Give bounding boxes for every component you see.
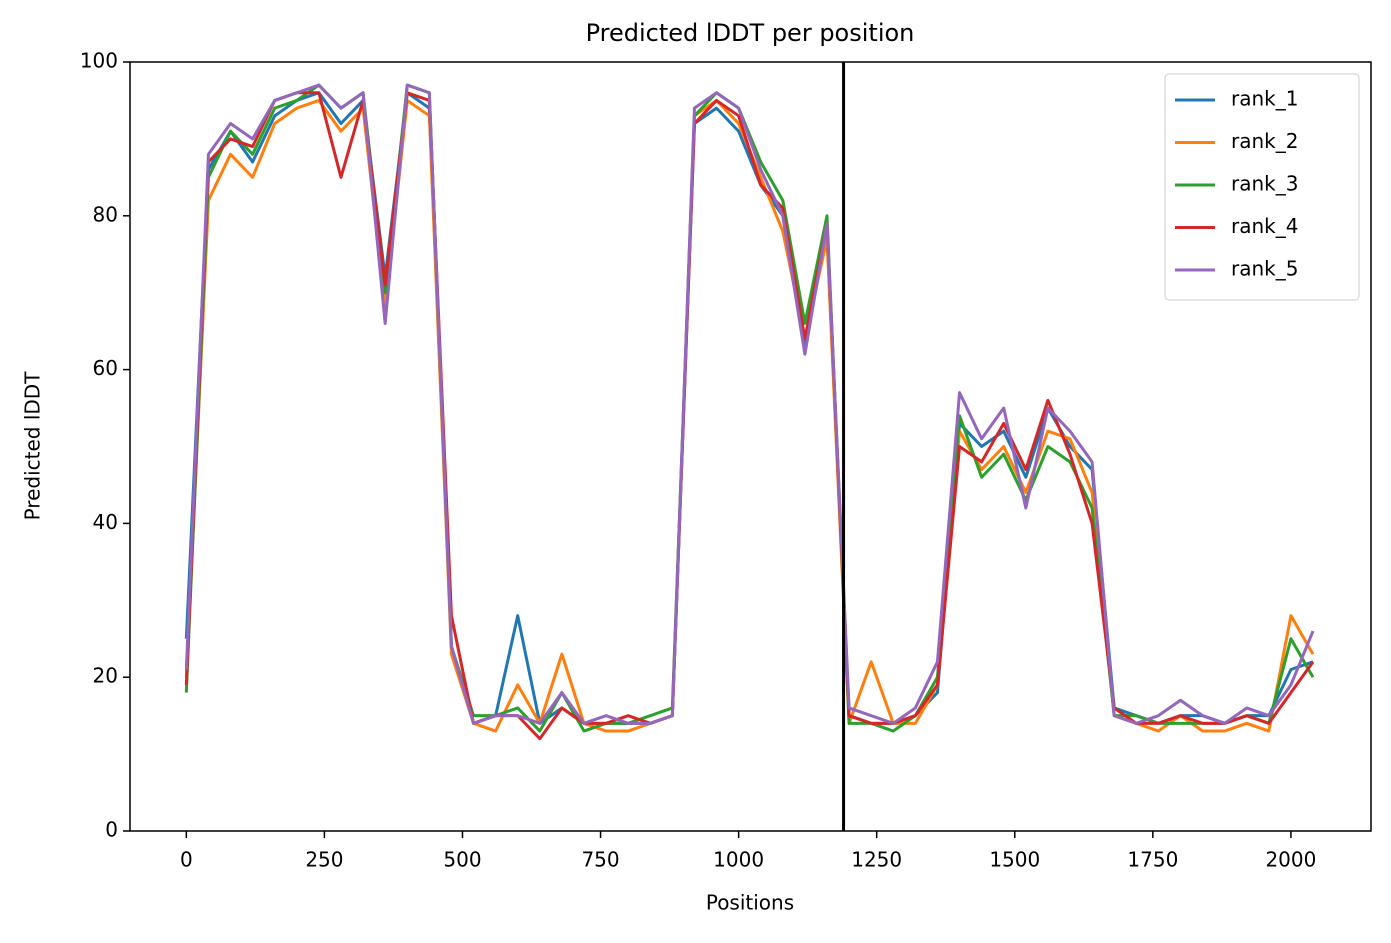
x-tick-label: 1000: [713, 848, 764, 872]
y-tick-label: 40: [93, 510, 118, 534]
data-line: [184, 91, 1314, 725]
data-line: [184, 98, 1315, 733]
x-tick-label: 1250: [851, 848, 902, 872]
x-tick-label: 2000: [1265, 848, 1316, 872]
legend-label: rank_2: [1231, 129, 1298, 153]
plot-frame: [129, 61, 1372, 832]
data-line: [184, 83, 1315, 725]
y-tick-label: 20: [93, 664, 118, 688]
y-tick-label: 100: [80, 49, 118, 73]
data-line: [184, 91, 1315, 741]
chart-title: Predicted lDDT per position: [586, 19, 915, 47]
y-axis-label: Predicted lDDT: [21, 371, 45, 521]
y-tick-label: 0: [105, 818, 118, 842]
y-tick-label: 80: [93, 202, 118, 226]
legend-label: rank_4: [1231, 214, 1298, 238]
x-tick-label: 1500: [989, 848, 1040, 872]
y-tick-label: 60: [93, 356, 118, 380]
legend-box: [1164, 73, 1360, 301]
legend-label: rank_1: [1231, 87, 1298, 111]
data-line: [184, 83, 1315, 733]
x-tick-label: 1750: [1127, 848, 1178, 872]
x-tick-label: 0: [180, 848, 193, 872]
x-tick-label: 250: [305, 848, 343, 872]
x-tick-label: 500: [443, 848, 481, 872]
legend-label: rank_5: [1231, 257, 1298, 281]
legend-label: rank_3: [1231, 172, 1298, 196]
x-axis-label: Positions: [706, 891, 794, 915]
x-tick-label: 750: [581, 848, 619, 872]
